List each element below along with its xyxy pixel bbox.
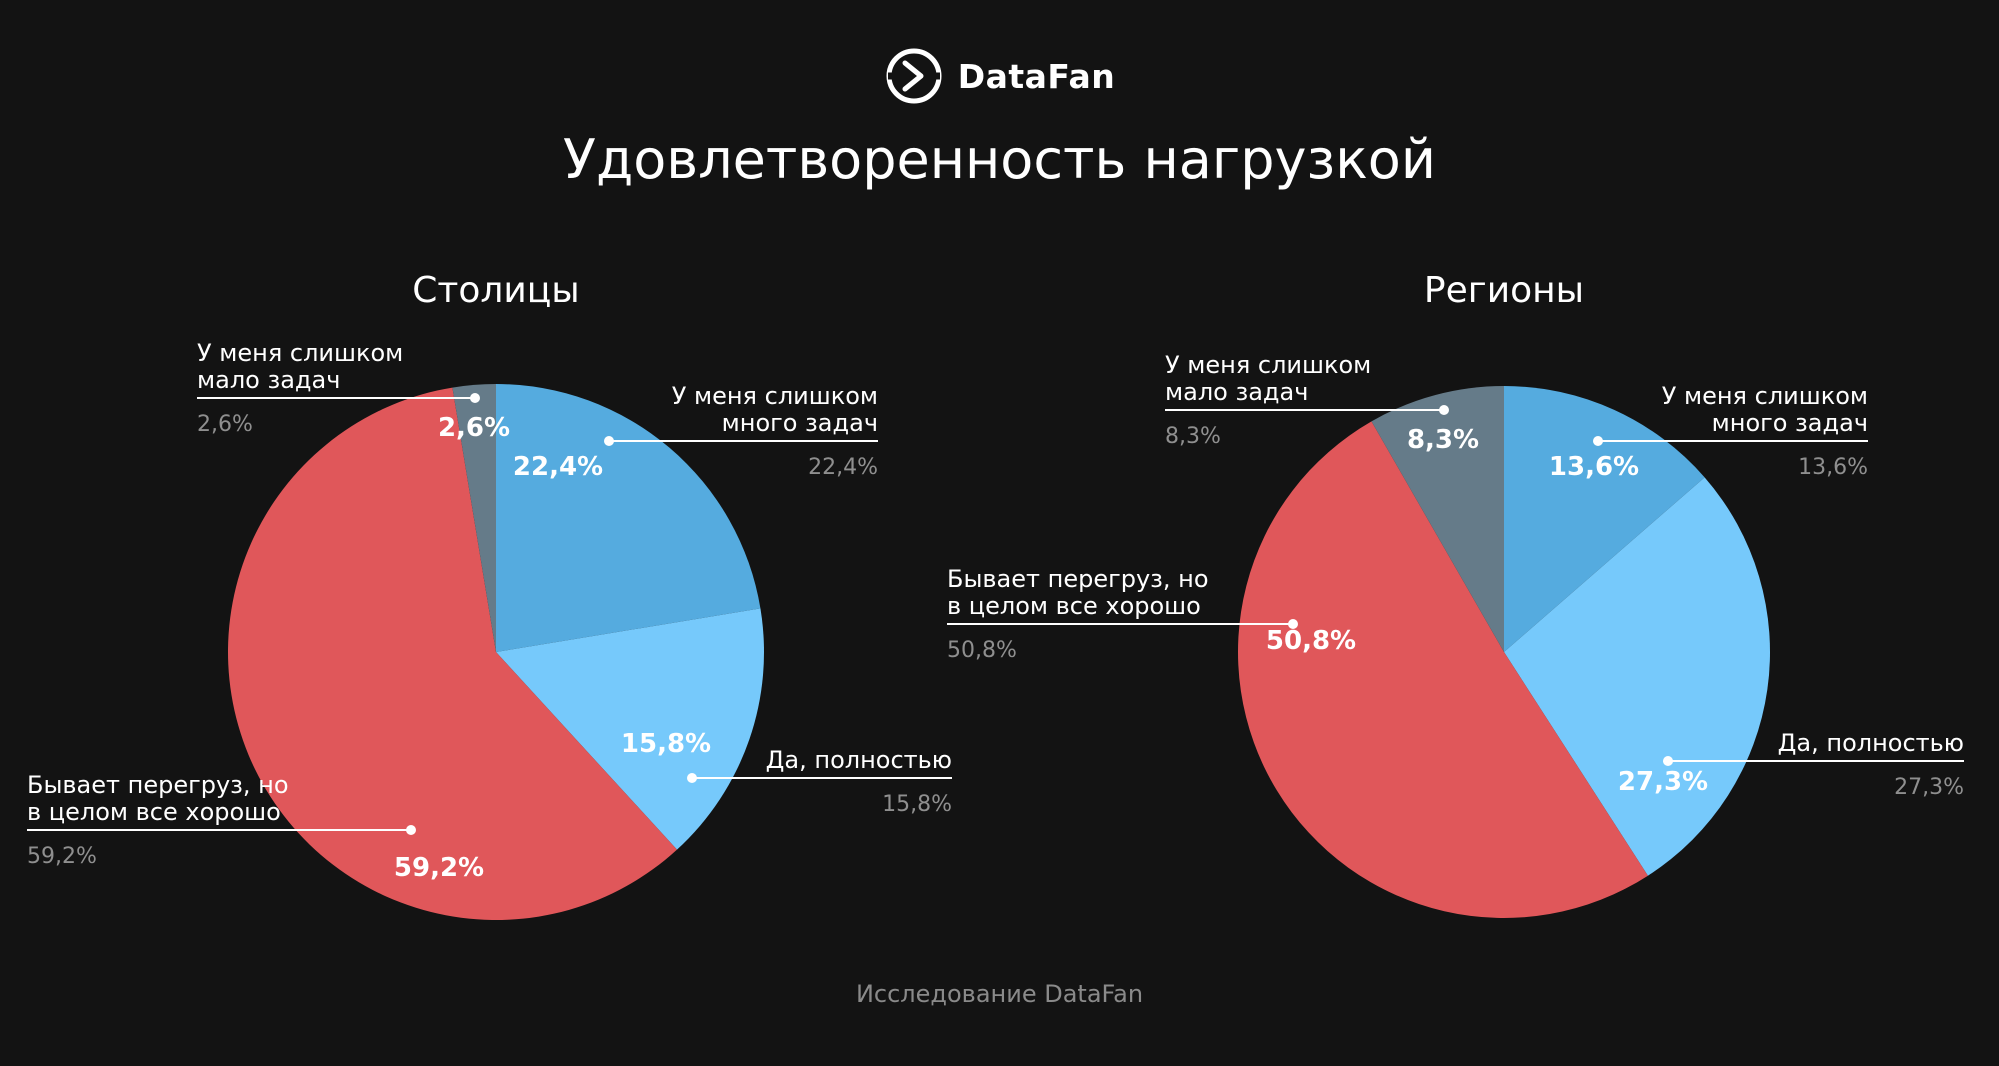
pie-slice-2-2 xyxy=(1504,477,1770,876)
leader-dot-2-3 xyxy=(1288,619,1298,629)
pie-slice-1-2 xyxy=(496,608,764,850)
pie-slice-1-4 xyxy=(452,384,496,652)
leader-dot-1-3 xyxy=(406,825,416,835)
leader-dot-2-1 xyxy=(1593,436,1603,446)
pie-slice-2-1 xyxy=(1504,386,1705,652)
slice-label-2-1: много задач xyxy=(1712,409,1868,437)
slice-inside-value-2-1: 13,6% xyxy=(1549,452,1639,482)
slice-label-2-4: мало задач xyxy=(1165,378,1308,406)
leader-dot-1-4 xyxy=(470,393,480,403)
page-title: Удовлетворенность нагрузкой xyxy=(563,128,1436,191)
slice-outside-value-1-3: 59,2% xyxy=(27,844,97,869)
slice-label-2-2: Да, полностью xyxy=(1778,729,1964,757)
pie-slice-1-1 xyxy=(496,384,761,652)
slice-label-1-3: Бывает перегруз, но xyxy=(27,771,289,799)
slice-label-2-3: в целом все хорошо xyxy=(947,592,1201,620)
footer-text: Исследование DataFan xyxy=(855,980,1144,1008)
pie-slice-2-4 xyxy=(1371,386,1504,652)
datafan-logo-icon xyxy=(886,48,942,104)
slice-label-2-1: У меня слишком xyxy=(1662,382,1868,410)
slice-outside-value-1-1: 22,4% xyxy=(808,455,878,480)
slice-outside-value-2-3: 50,8% xyxy=(947,638,1017,663)
brand-name: DataFan xyxy=(957,56,1116,96)
slice-outside-value-1-2: 15,8% xyxy=(882,792,952,817)
slice-inside-value-1-3: 59,2% xyxy=(394,853,484,883)
brand: DataFan xyxy=(0,46,1999,106)
slice-outside-value-2-4: 8,3% xyxy=(1165,424,1221,449)
slice-label-2-4: У меня слишком xyxy=(1165,351,1371,379)
slice-inside-value-2-3: 50,8% xyxy=(1266,626,1356,656)
slice-label-1-2: Да, полностью xyxy=(766,746,952,774)
slice-label-2-3: Бывает перегруз, но xyxy=(947,565,1209,593)
slice-inside-value-2-2: 27,3% xyxy=(1618,767,1708,797)
slice-outside-value-2-1: 13,6% xyxy=(1798,455,1868,480)
slice-outside-value-2-2: 27,3% xyxy=(1894,775,1964,800)
slice-label-1-4: мало задач xyxy=(197,366,340,394)
slice-label-1-1: много задач xyxy=(722,409,878,437)
leader-dot-2-2 xyxy=(1663,756,1673,766)
chart-title-1: Столицы xyxy=(412,270,579,311)
slice-label-1-3: в целом все хорошо xyxy=(27,798,281,826)
leader-dot-1-2 xyxy=(687,773,697,783)
slice-inside-value-1-1: 22,4% xyxy=(513,452,603,482)
leader-dot-2-4 xyxy=(1439,405,1449,415)
slice-inside-value-1-4: 2,6% xyxy=(438,413,510,443)
leader-dot-1-1 xyxy=(604,436,614,446)
pie-slice-2-3 xyxy=(1238,421,1648,918)
slice-inside-value-2-4: 8,3% xyxy=(1407,425,1479,455)
slice-outside-value-1-4: 2,6% xyxy=(197,412,253,437)
slice-label-1-4: У меня слишком xyxy=(197,339,403,367)
chart-title-2: Регионы xyxy=(1424,270,1584,311)
pie-slice-1-3 xyxy=(227,387,677,920)
slice-label-1-1: У меня слишком xyxy=(672,382,878,410)
slice-inside-value-1-2: 15,8% xyxy=(621,729,711,759)
